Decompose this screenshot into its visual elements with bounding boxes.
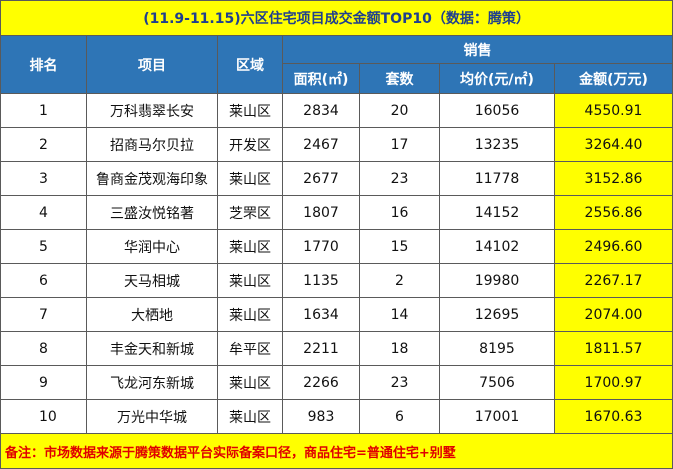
cell-district: 莱山区 bbox=[217, 93, 283, 128]
cell-area: 983 bbox=[282, 399, 360, 434]
cell-amount: 1670.63 bbox=[553, 399, 673, 434]
note-row: 备注：市场数据来源于腾策数据平台实际备案口径，商品住宅=普通住宅+别墅 bbox=[0, 433, 673, 469]
cell-amount: 3152.86 bbox=[553, 161, 673, 196]
cell-district: 莱山区 bbox=[217, 263, 283, 298]
cell-units: 20 bbox=[359, 93, 440, 128]
header-row-2: 面积(㎡) 套数 均价(元/㎡) 金额(万元) bbox=[1, 63, 673, 94]
cell-amount: 2496.60 bbox=[553, 229, 673, 264]
table-row: 2 招商马尔贝拉 开发区 2467 17 13235 3264.40 bbox=[0, 127, 673, 162]
table-row: 8 丰金天和新城 牟平区 2211 18 8195 1811.57 bbox=[0, 331, 673, 366]
cell-area: 2211 bbox=[282, 331, 360, 366]
cell-district: 开发区 bbox=[217, 127, 283, 162]
cell-amount: 1811.57 bbox=[553, 331, 673, 366]
header-sales: 销售 bbox=[281, 35, 673, 64]
table-row: 6 天马相城 莱山区 1135 2 19980 2267.17 bbox=[0, 263, 673, 298]
table-title: (11.9-11.15)六区住宅项目成交金额TOP10（数据：腾策） bbox=[0, 0, 673, 36]
cell-rank: 2 bbox=[0, 127, 87, 162]
cell-amount: 2074.00 bbox=[553, 297, 673, 332]
table-row: 9 飞龙河东新城 莱山区 2266 23 7506 1700.97 bbox=[0, 365, 673, 400]
cell-area: 2467 bbox=[282, 127, 360, 162]
cell-project: 华润中心 bbox=[86, 229, 218, 264]
cell-district: 莱山区 bbox=[217, 161, 283, 196]
cell-avg-price: 11778 bbox=[439, 161, 555, 196]
cell-rank: 7 bbox=[0, 297, 87, 332]
cell-rank: 9 bbox=[0, 365, 87, 400]
cell-district: 莱山区 bbox=[217, 297, 283, 332]
header-rank: 排名 bbox=[0, 35, 87, 94]
cell-amount: 3264.40 bbox=[553, 127, 673, 162]
table-row: 4 三盛汝悦铭著 芝罘区 1807 16 14152 2556.86 bbox=[0, 195, 673, 230]
cell-avg-price: 14152 bbox=[439, 195, 555, 230]
cell-units: 15 bbox=[359, 229, 440, 264]
cell-amount: 4550.91 bbox=[553, 93, 673, 128]
header-project: 项目 bbox=[86, 35, 218, 94]
table-row: 3 鲁商金茂观海印象 莱山区 2677 23 11778 3152.86 bbox=[0, 161, 673, 196]
cell-district: 芝罘区 bbox=[217, 195, 283, 230]
title-row: (11.9-11.15)六区住宅项目成交金额TOP10（数据：腾策） bbox=[0, 0, 673, 36]
table-row: 1 万科翡翠长安 莱山区 2834 20 16056 4550.91 bbox=[0, 93, 673, 128]
cell-rank: 6 bbox=[0, 263, 87, 298]
cell-avg-price: 7506 bbox=[439, 365, 555, 400]
cell-area: 1135 bbox=[282, 263, 360, 298]
cell-project: 丰金天和新城 bbox=[86, 331, 218, 366]
cell-units: 23 bbox=[359, 365, 440, 400]
table-row: 7 大栖地 莱山区 1634 14 12695 2074.00 bbox=[0, 297, 673, 332]
cell-district: 莱山区 bbox=[217, 365, 283, 400]
cell-amount: 1700.97 bbox=[553, 365, 673, 400]
cell-rank: 1 bbox=[0, 93, 87, 128]
cell-rank: 5 bbox=[0, 229, 87, 264]
cell-project: 飞龙河东新城 bbox=[86, 365, 218, 400]
cell-district: 莱山区 bbox=[217, 399, 283, 434]
cell-amount: 2556.86 bbox=[553, 195, 673, 230]
cell-area: 1634 bbox=[282, 297, 360, 332]
cell-avg-price: 17001 bbox=[439, 399, 555, 434]
header-area: 面积(㎡) bbox=[282, 63, 360, 94]
header-avg-price: 均价(元/㎡) bbox=[439, 63, 555, 94]
table-row: 10 万光中华城 莱山区 983 6 17001 1670.63 bbox=[0, 399, 673, 434]
cell-project: 万科翡翠长安 bbox=[86, 93, 218, 128]
cell-project: 招商马尔贝拉 bbox=[86, 127, 218, 162]
cell-avg-price: 14102 bbox=[439, 229, 555, 264]
table-row: 5 华润中心 莱山区 1770 15 14102 2496.60 bbox=[0, 229, 673, 264]
cell-avg-price: 19980 bbox=[439, 263, 555, 298]
cell-units: 6 bbox=[359, 399, 440, 434]
cell-project: 三盛汝悦铭著 bbox=[86, 195, 218, 230]
cell-avg-price: 12695 bbox=[439, 297, 555, 332]
cell-rank: 10 bbox=[0, 399, 87, 434]
cell-units: 18 bbox=[359, 331, 440, 366]
cell-district: 牟平区 bbox=[217, 331, 283, 366]
cell-area: 1770 bbox=[282, 229, 360, 264]
cell-units: 17 bbox=[359, 127, 440, 162]
cell-units: 16 bbox=[359, 195, 440, 230]
cell-units: 14 bbox=[359, 297, 440, 332]
cell-area: 2834 bbox=[282, 93, 360, 128]
cell-area: 1807 bbox=[282, 195, 360, 230]
cell-avg-price: 13235 bbox=[439, 127, 555, 162]
header-units: 套数 bbox=[359, 63, 440, 94]
cell-rank: 4 bbox=[0, 195, 87, 230]
cell-avg-price: 8195 bbox=[439, 331, 555, 366]
cell-units: 23 bbox=[359, 161, 440, 196]
cell-units: 2 bbox=[359, 263, 440, 298]
cell-project: 万光中华城 bbox=[86, 399, 218, 434]
cell-district: 莱山区 bbox=[217, 229, 283, 264]
cell-rank: 3 bbox=[0, 161, 87, 196]
cell-project: 天马相城 bbox=[86, 263, 218, 298]
header-row-1: 排名 项目 区域 销售 bbox=[0, 35, 673, 94]
footnote: 备注：市场数据来源于腾策数据平台实际备案口径，商品住宅=普通住宅+别墅 bbox=[0, 433, 673, 469]
cell-project: 大栖地 bbox=[86, 297, 218, 332]
cell-rank: 8 bbox=[0, 331, 87, 366]
cell-project: 鲁商金茂观海印象 bbox=[86, 161, 218, 196]
header-district: 区域 bbox=[217, 35, 283, 94]
cell-area: 2677 bbox=[282, 161, 360, 196]
cell-amount: 2267.17 bbox=[553, 263, 673, 298]
header-amount: 金额(万元) bbox=[553, 63, 673, 94]
cell-avg-price: 16056 bbox=[439, 93, 555, 128]
cell-area: 2266 bbox=[282, 365, 360, 400]
